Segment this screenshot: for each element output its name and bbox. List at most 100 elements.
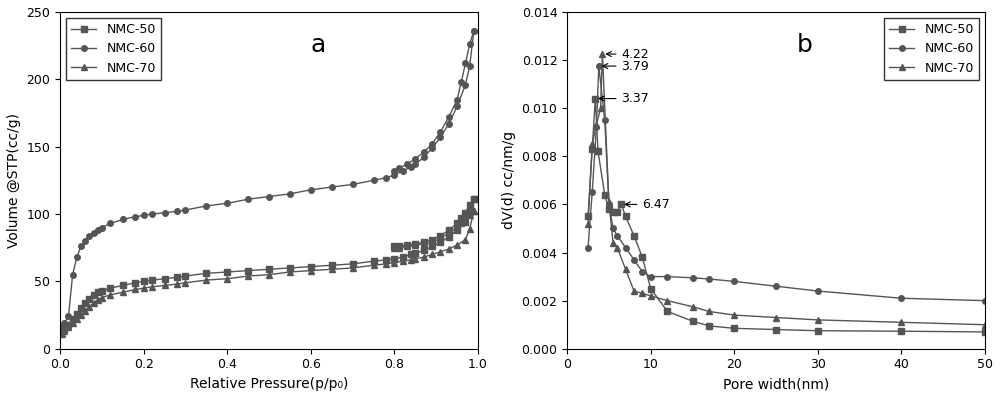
NMC-70 (636, 291, 648, 296)
NMC-60 (129, 215, 141, 219)
NMC-50 (58, 326, 70, 331)
NMC-70 (409, 256, 421, 261)
NMC-60 (347, 182, 359, 187)
Y-axis label: Volume @STP(cc/g): Volume @STP(cc/g) (7, 113, 21, 248)
NMC-50 (687, 319, 699, 324)
NMC-70 (397, 259, 409, 263)
NMC-60 (146, 212, 158, 217)
NMC-70 (620, 267, 632, 272)
NMC-50 (71, 311, 83, 316)
NMC-50 (592, 149, 604, 154)
NMC-70 (368, 263, 380, 267)
NMC-70 (67, 321, 79, 326)
Line: NMC-60: NMC-60 (585, 63, 988, 303)
NMC-60 (368, 178, 380, 183)
Line: NMC-70: NMC-70 (59, 209, 477, 337)
NMC-50 (75, 306, 87, 311)
NMC-60 (83, 233, 95, 238)
Line: NMC-60: NMC-60 (59, 28, 477, 330)
NMC-60 (645, 274, 657, 279)
NMC-60 (242, 197, 254, 202)
NMC-60 (96, 225, 108, 230)
NMC-50 (129, 280, 141, 285)
NMC-50 (468, 197, 480, 202)
NMC-50 (368, 259, 380, 263)
NMC-50 (104, 286, 116, 291)
NMC-60 (58, 321, 70, 326)
NMC-70 (603, 200, 615, 205)
NMC-70 (284, 269, 296, 274)
NMC-50 (179, 274, 191, 279)
NMC-50 (83, 297, 95, 301)
NMC-60 (418, 155, 430, 160)
NMC-60 (593, 64, 605, 68)
NMC-70 (129, 287, 141, 292)
NMC-60 (159, 210, 171, 215)
NMC-70 (590, 123, 602, 127)
NMC-70 (83, 304, 95, 309)
NMC-50 (582, 214, 594, 219)
NMC-50 (326, 263, 338, 267)
NMC-60 (67, 272, 79, 277)
NMC-60 (409, 162, 421, 167)
Text: 4.22: 4.22 (606, 47, 649, 60)
NMC-60 (71, 255, 83, 259)
NMC-70 (179, 280, 191, 285)
NMC-60 (88, 230, 100, 235)
NMC-60 (607, 226, 619, 231)
NMC-50 (599, 192, 611, 197)
NMC-70 (117, 290, 129, 295)
NMC-70 (451, 243, 463, 248)
Line: NMC-50: NMC-50 (585, 96, 988, 335)
Text: 3.79: 3.79 (603, 60, 649, 72)
Legend: NMC-50, NMC-60, NMC-70: NMC-50, NMC-60, NMC-70 (884, 18, 979, 80)
X-axis label: Pore width(nm): Pore width(nm) (723, 377, 829, 391)
NMC-50 (263, 267, 275, 272)
NMC-50 (284, 265, 296, 270)
NMC-60 (397, 168, 409, 173)
NMC-50 (159, 276, 171, 281)
NMC-60 (179, 208, 191, 213)
NMC-50 (620, 214, 632, 219)
NMC-50 (138, 279, 150, 284)
NMC-70 (200, 278, 212, 283)
NMC-50 (628, 233, 640, 238)
NMC-50 (92, 290, 104, 295)
NMC-50 (171, 275, 183, 280)
NMC-50 (62, 322, 74, 327)
NMC-70 (582, 221, 594, 226)
NMC-50 (388, 256, 400, 261)
NMC-50 (636, 255, 648, 260)
NMC-50 (56, 329, 68, 334)
NMC-60 (582, 245, 594, 250)
NMC-60 (468, 28, 480, 33)
NMC-70 (88, 300, 100, 305)
NMC-60 (426, 146, 438, 150)
NMC-70 (611, 245, 623, 250)
NMC-70 (405, 258, 417, 262)
NMC-60 (263, 194, 275, 199)
NMC-70 (388, 260, 400, 265)
NMC-50 (418, 248, 430, 253)
Line: NMC-70: NMC-70 (585, 51, 988, 328)
NMC-60 (661, 274, 673, 279)
NMC-70 (596, 52, 608, 57)
NMC-60 (611, 233, 623, 238)
NMC-70 (62, 325, 74, 330)
NMC-60 (117, 217, 129, 222)
NMC-70 (56, 332, 68, 336)
NMC-60 (628, 258, 640, 262)
NMC-70 (426, 252, 438, 257)
NMC-70 (92, 298, 104, 302)
NMC-50 (380, 258, 392, 262)
NMC-70 (459, 237, 471, 242)
NMC-70 (434, 250, 446, 254)
NMC-60 (895, 296, 907, 300)
Legend: NMC-50, NMC-60, NMC-70: NMC-50, NMC-60, NMC-70 (66, 18, 161, 80)
NMC-50 (703, 324, 715, 328)
NMC-60 (728, 279, 740, 284)
NMC-60 (104, 221, 116, 226)
NMC-50 (459, 220, 471, 224)
NMC-50 (347, 261, 359, 266)
NMC-50 (443, 234, 455, 239)
